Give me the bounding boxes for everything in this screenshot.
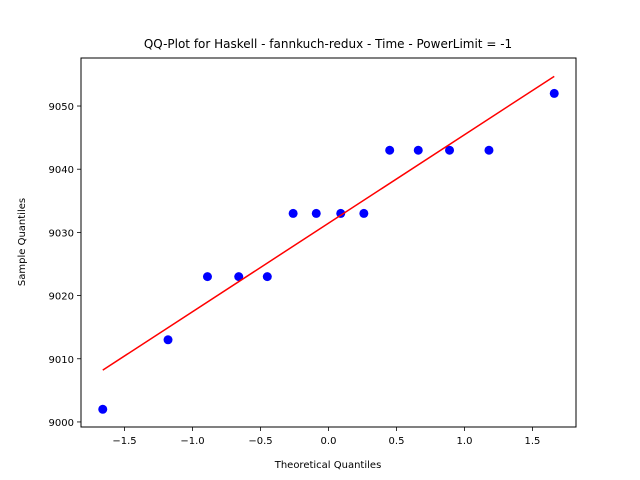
data-point bbox=[336, 208, 346, 218]
data-point bbox=[311, 208, 321, 218]
data-point bbox=[202, 272, 212, 282]
y-tick-label: 9010 bbox=[49, 355, 74, 366]
x-tick-label: 0.5 bbox=[389, 436, 405, 447]
y-tick-label: 9000 bbox=[49, 418, 74, 429]
data-point bbox=[288, 208, 298, 218]
y-axis-label: Sample Quantiles bbox=[17, 198, 28, 286]
y-tick-label: 9020 bbox=[49, 292, 74, 303]
data-point bbox=[234, 272, 244, 282]
x-tick-label: 1.5 bbox=[525, 436, 541, 447]
axes-frame bbox=[80, 57, 577, 428]
data-point bbox=[359, 208, 369, 218]
data-point bbox=[262, 272, 272, 282]
data-point bbox=[385, 145, 395, 155]
y-tick-label: 9050 bbox=[49, 102, 74, 113]
x-tick-label: 0.0 bbox=[321, 436, 337, 447]
x-tick-label: −1.0 bbox=[180, 436, 204, 447]
data-point bbox=[549, 88, 559, 98]
data-point bbox=[163, 335, 173, 345]
y-tick-label: 9030 bbox=[49, 228, 74, 239]
chart-title: QQ-Plot for Haskell - fannkuch-redux - T… bbox=[144, 37, 512, 51]
x-tick-label: −0.5 bbox=[248, 436, 272, 447]
data-point bbox=[445, 145, 455, 155]
data-point bbox=[484, 145, 494, 155]
x-axis-label: Theoretical Quantiles bbox=[274, 460, 382, 471]
reference-line bbox=[102, 75, 555, 371]
data-point bbox=[98, 404, 108, 414]
plot-area: −1.5 −1.0 −0.5 0.0 0.5 1.0 1.5 9000 9010 9020 9030… bbox=[49, 75, 559, 447]
data-point bbox=[413, 145, 423, 155]
x-tick-label: 1.0 bbox=[457, 436, 473, 447]
y-tick-label: 9040 bbox=[49, 165, 74, 176]
x-tick-label: −1.5 bbox=[112, 436, 136, 447]
